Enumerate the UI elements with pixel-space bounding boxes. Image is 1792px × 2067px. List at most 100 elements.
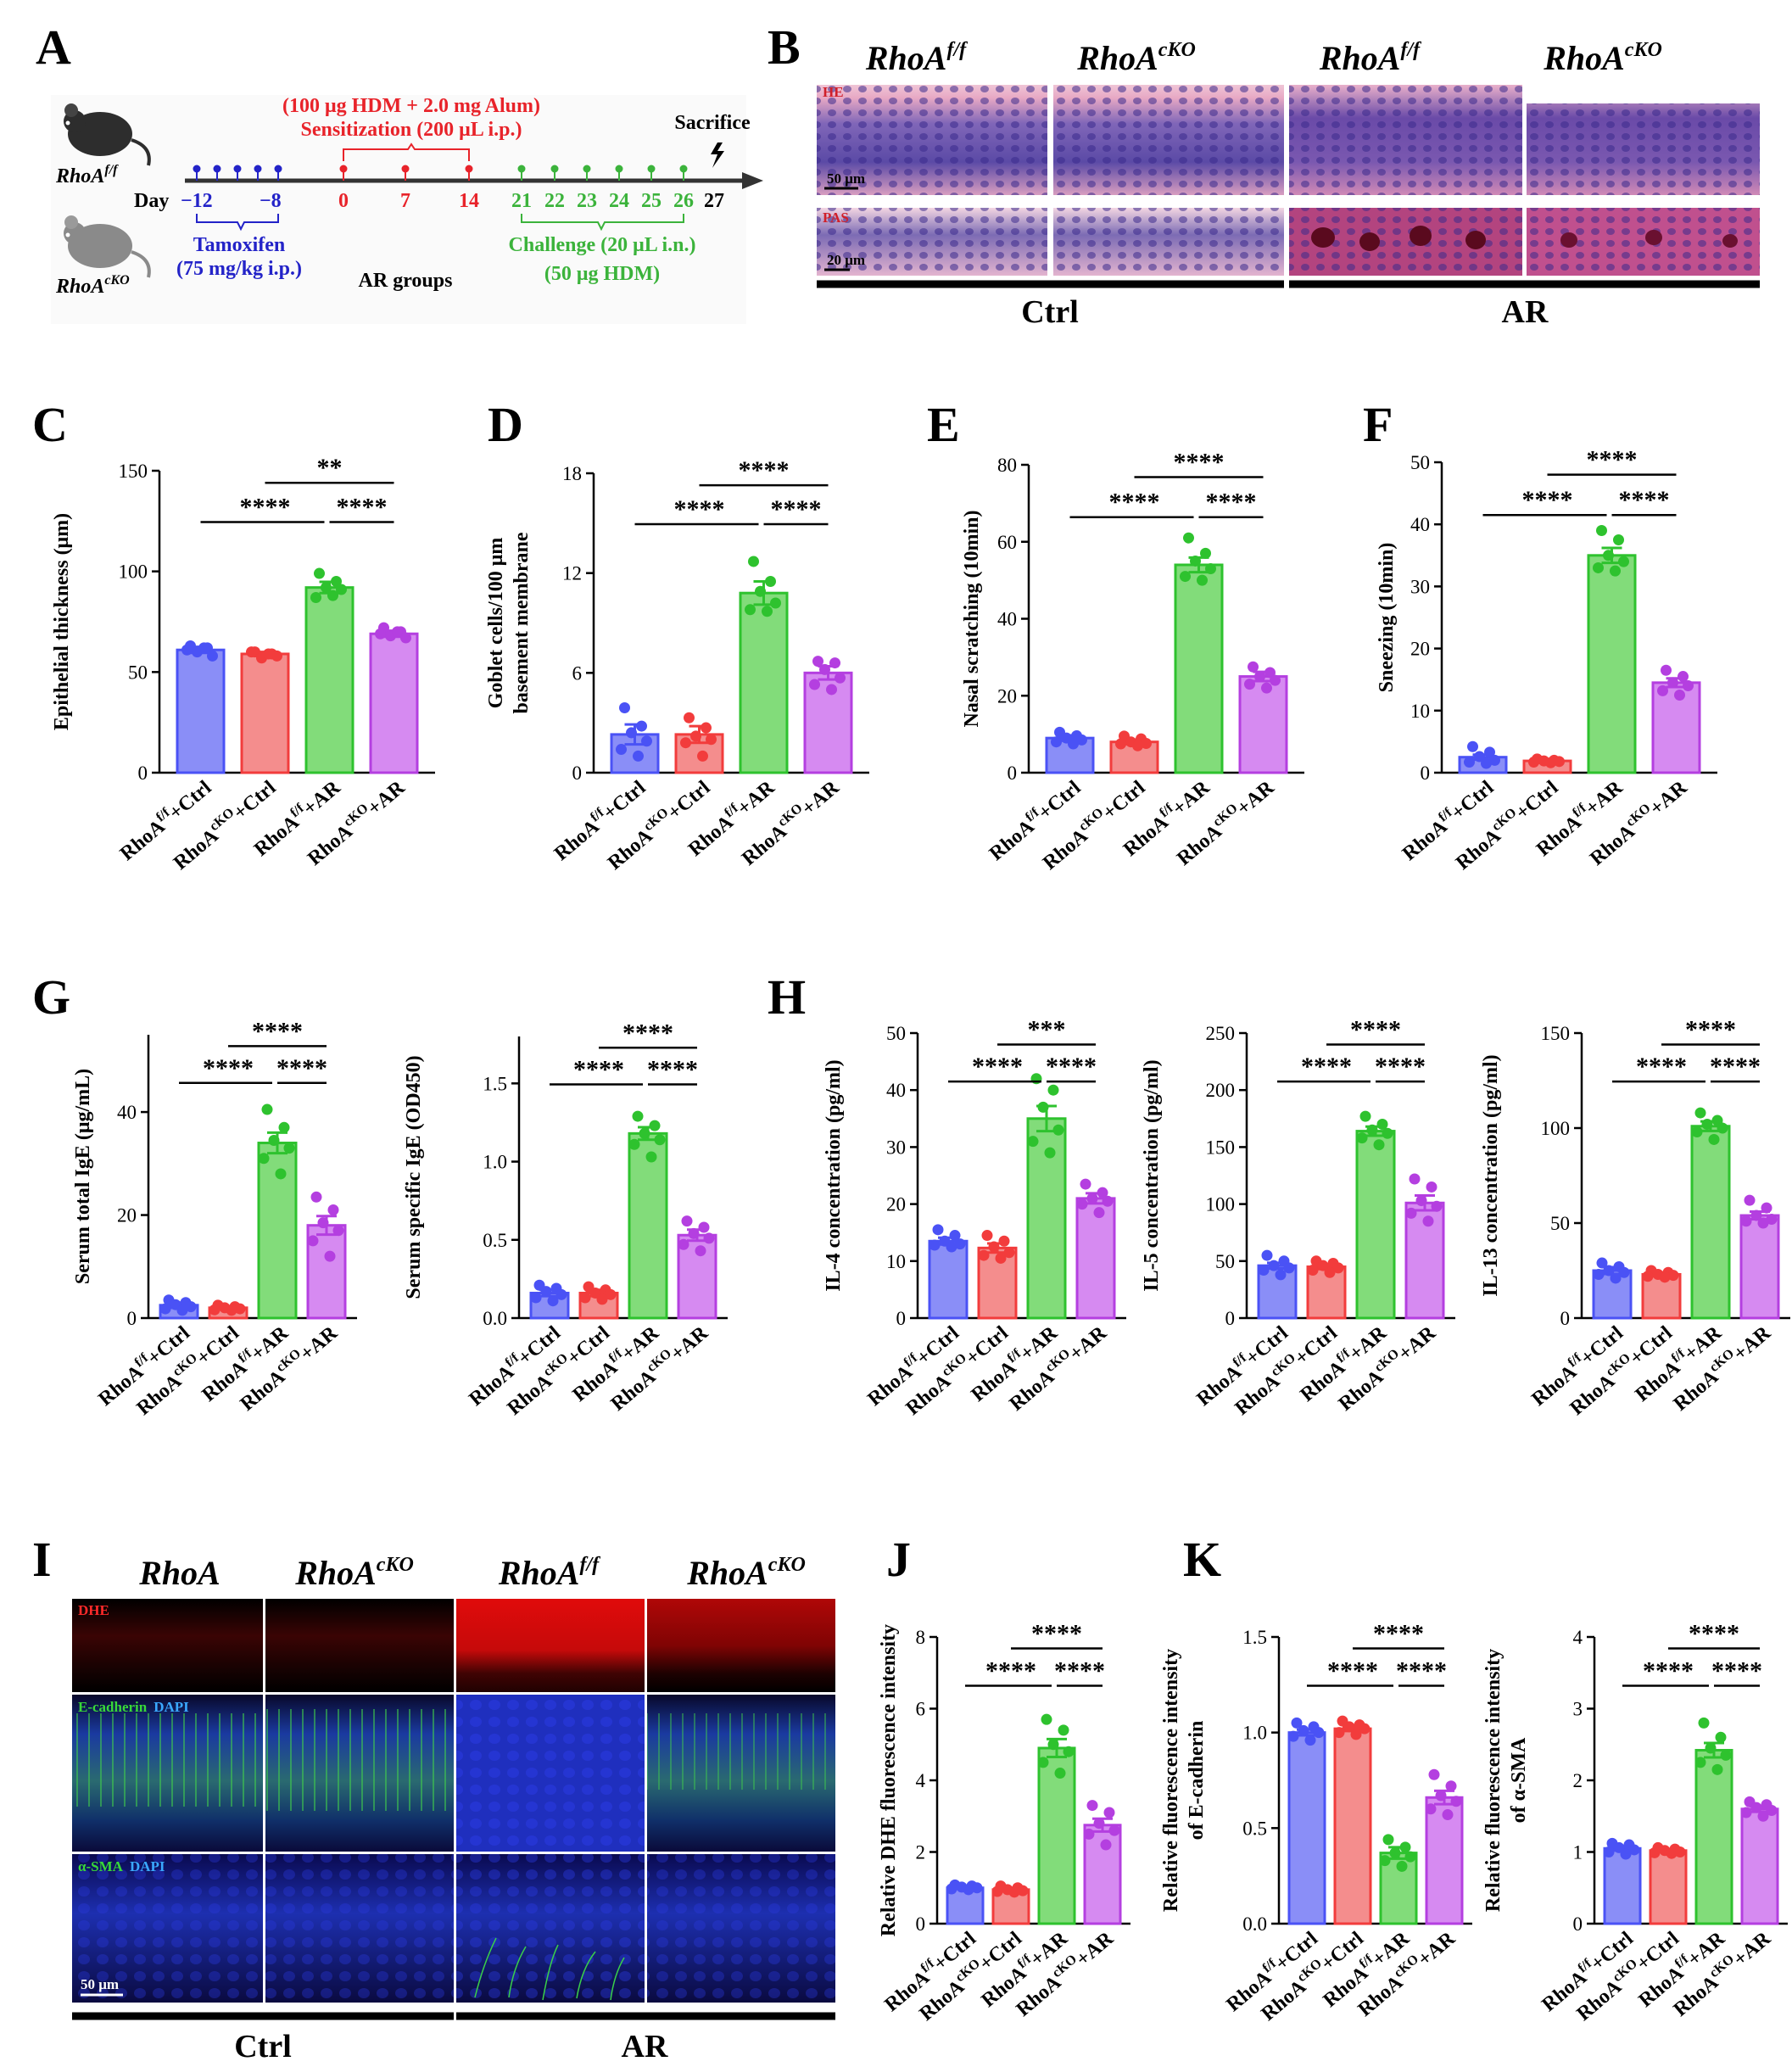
data-point: [275, 1168, 287, 1180]
significance-stars: ****: [972, 1053, 1023, 1081]
panel-label-h: H: [768, 969, 806, 1025]
data-point: [547, 1295, 559, 1307]
i-header-2: RhoAcKO: [294, 1554, 414, 1592]
ecad-image-4-membranes: [647, 1713, 835, 1790]
challenge-day-22: 22: [544, 190, 565, 212]
significance-stars: ****: [985, 1656, 1036, 1684]
data-point: [1649, 1846, 1661, 1858]
data-point: [1409, 1173, 1421, 1185]
y-axis-label-2: of E-cadherin: [1186, 1721, 1208, 1841]
y-tick-label: 3: [1573, 1699, 1583, 1720]
data-point: [1642, 1271, 1654, 1282]
data-point: [226, 1304, 237, 1316]
data-point: [1058, 1724, 1069, 1736]
data-point: [1366, 1124, 1378, 1136]
he-image-3-nuclei: [1289, 85, 1522, 195]
i-header-1: RhoA: [138, 1554, 221, 1592]
y-tick-label: 50: [1550, 1213, 1570, 1234]
data-point: [978, 1249, 990, 1261]
b-header-1: RhoAf/f: [865, 39, 968, 77]
data-point: [1268, 1260, 1280, 1271]
data-point: [835, 672, 846, 684]
data-point: [633, 750, 644, 762]
bar: [1694, 1749, 1733, 1925]
data-point: [1603, 550, 1614, 561]
data-point: [1047, 1739, 1059, 1751]
y-tick-label: 150: [1206, 1137, 1236, 1158]
significance-stars: ****: [1643, 1656, 1694, 1684]
data-point: [207, 650, 218, 662]
y-tick-label: 18: [562, 463, 582, 484]
data-point: [1017, 1885, 1029, 1897]
data-point: [1076, 1198, 1088, 1210]
data-point: [703, 1232, 715, 1244]
data-point: [932, 1224, 944, 1236]
y-axis-label: Relative fluorescence intensity: [1482, 1649, 1504, 1912]
chart-j-dhe-intensity: 0 2 4 6 8 Relative DHE fluorescence intensity…: [878, 1620, 1130, 2025]
y-tick-label: 4: [916, 1770, 926, 1791]
data-point: [1283, 1262, 1295, 1274]
challenge-dose: (50 μg HDM): [544, 263, 660, 285]
data-point: [1102, 1195, 1114, 1207]
timeline-background: [51, 95, 746, 324]
challenge-day-23: 23: [577, 190, 597, 212]
tamoxifen-dose: (75 mg/kg i.p.): [176, 258, 302, 280]
significance-stars: ****: [1327, 1656, 1378, 1684]
y-tick-label: 6: [572, 662, 583, 684]
data-point: [1376, 1119, 1388, 1131]
b-group-ar: AR: [1502, 294, 1549, 330]
data-point: [392, 626, 403, 638]
y-axis-label: Relative DHE fluorescence intensity: [878, 1624, 900, 1936]
data-point: [1450, 1796, 1462, 1807]
data-point: [246, 646, 257, 658]
data-point: [1356, 1132, 1368, 1144]
y-tick-label: 20: [1410, 639, 1430, 660]
panel-label-c: C: [32, 397, 68, 452]
data-point: [698, 1221, 710, 1233]
challenge-markers: [517, 165, 688, 181]
y-tick-label: 20: [997, 685, 1017, 707]
data-point: [1054, 1768, 1066, 1779]
bar: [1587, 554, 1637, 774]
data-point: [1603, 1265, 1615, 1277]
data-point: [1694, 1757, 1706, 1768]
data-point: [1596, 1257, 1608, 1269]
data-point: [1620, 1848, 1632, 1860]
chart-k-alpha-sma: 0 1 2 3 4 Relative fluorescence intensity of α…: [1482, 1620, 1788, 2025]
data-point: [988, 1241, 1000, 1253]
data-point: [605, 1288, 617, 1300]
data-point: [1379, 1855, 1391, 1867]
data-point: [278, 1121, 290, 1133]
significance-stars: ****: [573, 1055, 624, 1083]
data-point: [1425, 1803, 1437, 1815]
data-point: [1618, 556, 1629, 567]
b-header-4: RhoAcKO: [1543, 39, 1662, 77]
data-point: [530, 1292, 542, 1304]
y-tick-label: 1.5: [483, 1073, 507, 1094]
data-point: [1528, 757, 1539, 768]
data-point: [1180, 571, 1191, 583]
data-point: [1761, 1202, 1772, 1214]
pas-goblet-cells-3: [1311, 226, 1486, 251]
data-point: [1426, 1181, 1438, 1193]
data-point: [1086, 1193, 1098, 1204]
data-point: [616, 744, 627, 756]
data-point: [1093, 1818, 1105, 1830]
y-tick-label: 0: [572, 763, 583, 784]
data-point: [1086, 1800, 1098, 1812]
significance-stars: ****: [1206, 489, 1257, 517]
significance-stars: ****: [1054, 1656, 1105, 1684]
data-point: [1613, 534, 1624, 545]
significance-stars: ****: [1396, 1656, 1447, 1684]
panel-label-j: J: [886, 1532, 911, 1587]
significance-stars: ****: [674, 495, 725, 523]
y-tick-label: 0: [138, 763, 148, 784]
data-point: [1484, 746, 1495, 758]
data-point: [636, 720, 647, 732]
data-point: [1740, 1807, 1752, 1818]
data-point: [1307, 1265, 1319, 1277]
data-point: [1750, 1802, 1762, 1813]
